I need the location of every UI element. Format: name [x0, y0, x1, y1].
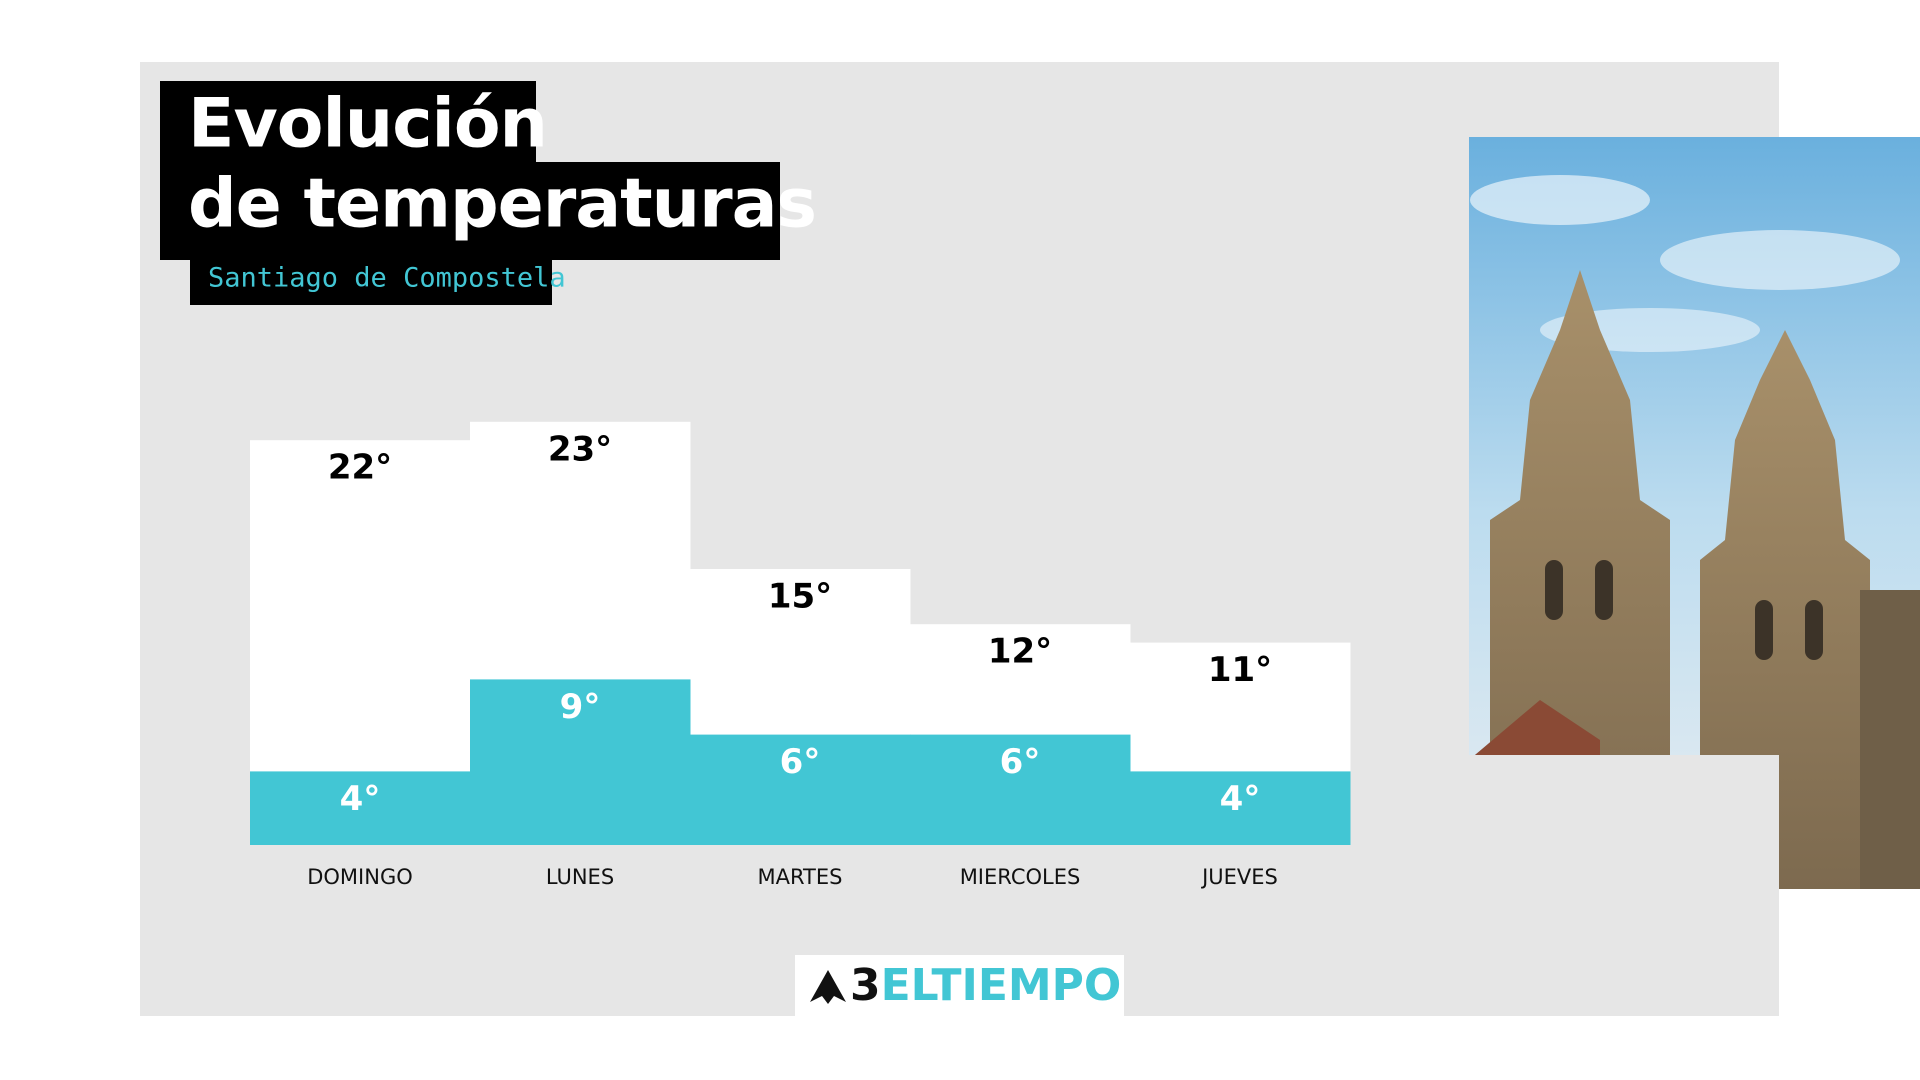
bar: [1130, 771, 1351, 845]
subtitle: Santiago de Compostela: [208, 263, 566, 294]
day-label: MARTES: [758, 865, 843, 889]
value-label: 4°: [1220, 779, 1261, 819]
value-label: 4°: [340, 779, 381, 819]
logo-icon: [810, 970, 846, 1004]
logo-text: 3ELTIEMPO: [850, 960, 1121, 1011]
value-label: 22°: [328, 448, 392, 488]
title-box: [160, 162, 780, 260]
subtitle-box: [190, 258, 552, 305]
value-label: 11°: [1208, 650, 1272, 690]
bar: [470, 679, 691, 845]
title-line: Evolución: [188, 85, 547, 164]
day-label: DOMINGO: [307, 865, 413, 889]
value-label: 6°: [780, 742, 821, 782]
value-label: 12°: [988, 632, 1052, 672]
value-label: 15°: [768, 577, 832, 617]
bar: [910, 734, 1131, 845]
day-label: JUEVES: [1200, 865, 1278, 889]
value-label: 9°: [560, 687, 601, 727]
logo-light: EL: [881, 960, 938, 1011]
logo-bold: TIEMPO: [931, 960, 1121, 1011]
value-label: 23°: [548, 429, 612, 469]
logo-number: 3: [850, 960, 881, 1011]
plot: 22° 23° 15° 12° 11° 4° 9° 6° 6° 4° DOMINGO LUNES MAR…: [250, 421, 1351, 889]
value-label: 6°: [1000, 742, 1041, 782]
bar: [690, 734, 911, 845]
day-label: MIERCOLES: [960, 865, 1081, 889]
day-label: LUNES: [546, 865, 614, 889]
logo-box: [795, 955, 1124, 1016]
title-box: [160, 81, 536, 171]
bar: [250, 771, 471, 845]
title-line: de temperaturas: [188, 165, 816, 244]
